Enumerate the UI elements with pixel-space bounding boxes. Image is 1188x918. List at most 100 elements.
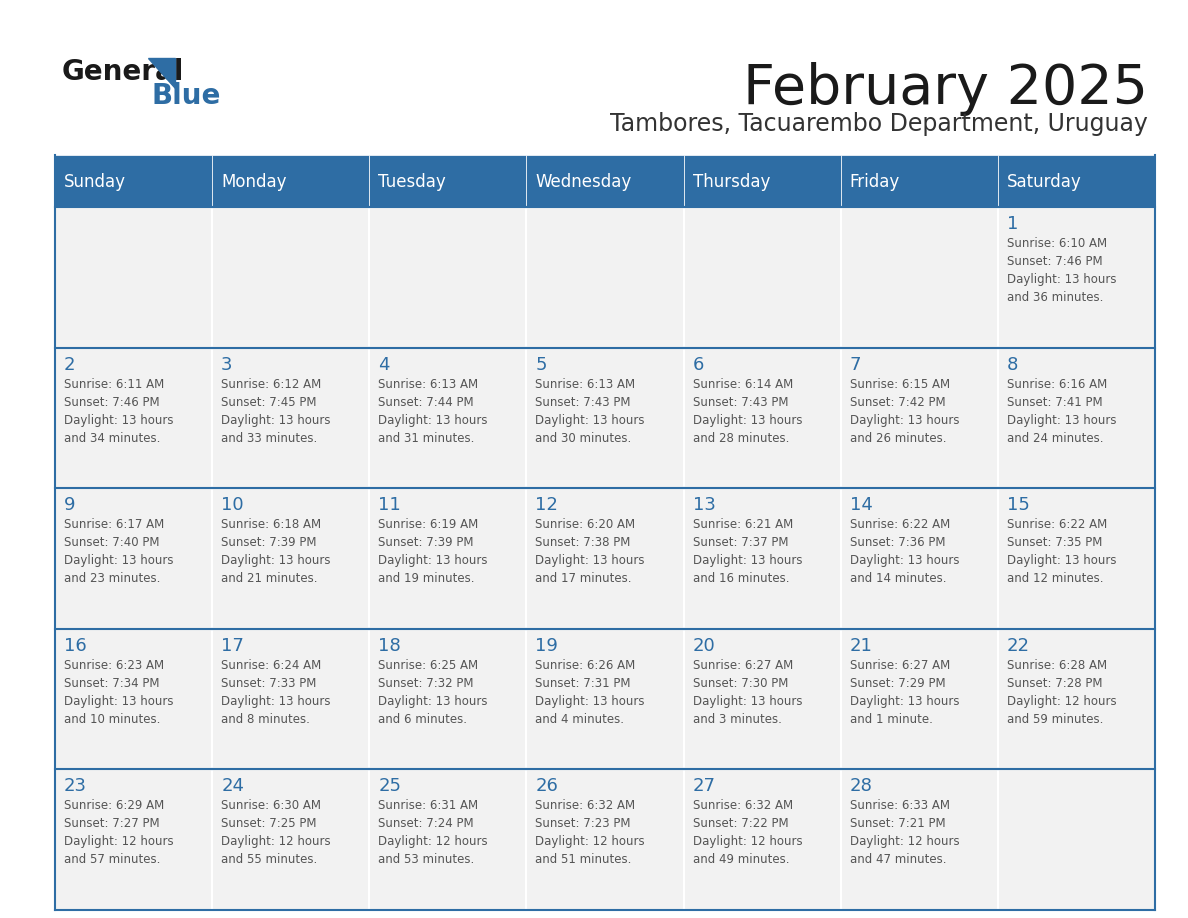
Text: Sunrise: 6:23 AM
Sunset: 7:34 PM
Daylight: 13 hours
and 10 minutes.: Sunrise: 6:23 AM Sunset: 7:34 PM Dayligh… — [64, 659, 173, 726]
Bar — [683, 769, 841, 910]
Text: Sunrise: 6:13 AM
Sunset: 7:43 PM
Daylight: 13 hours
and 30 minutes.: Sunrise: 6:13 AM Sunset: 7:43 PM Dayligh… — [536, 377, 645, 444]
Text: 25: 25 — [378, 778, 402, 795]
Bar — [369, 348, 526, 488]
Text: Sunrise: 6:17 AM
Sunset: 7:40 PM
Daylight: 13 hours
and 23 minutes.: Sunrise: 6:17 AM Sunset: 7:40 PM Dayligh… — [64, 518, 173, 585]
Text: Sunrise: 6:20 AM
Sunset: 7:38 PM
Daylight: 13 hours
and 17 minutes.: Sunrise: 6:20 AM Sunset: 7:38 PM Dayligh… — [536, 518, 645, 585]
Text: 26: 26 — [536, 778, 558, 795]
Text: Sunrise: 6:32 AM
Sunset: 7:22 PM
Daylight: 12 hours
and 49 minutes.: Sunrise: 6:32 AM Sunset: 7:22 PM Dayligh… — [693, 800, 802, 867]
Text: Sunday: Sunday — [64, 173, 126, 191]
Bar — [998, 155, 1155, 207]
Text: 16: 16 — [64, 637, 87, 655]
Bar — [213, 207, 369, 348]
Text: Sunrise: 6:31 AM
Sunset: 7:24 PM
Daylight: 12 hours
and 53 minutes.: Sunrise: 6:31 AM Sunset: 7:24 PM Dayligh… — [378, 800, 488, 867]
Text: 7: 7 — [849, 355, 861, 374]
Text: 27: 27 — [693, 778, 715, 795]
Text: 17: 17 — [221, 637, 244, 655]
Text: Sunrise: 6:30 AM
Sunset: 7:25 PM
Daylight: 12 hours
and 55 minutes.: Sunrise: 6:30 AM Sunset: 7:25 PM Dayligh… — [221, 800, 330, 867]
Text: 11: 11 — [378, 497, 402, 514]
Bar — [998, 488, 1155, 629]
Text: Sunrise: 6:28 AM
Sunset: 7:28 PM
Daylight: 12 hours
and 59 minutes.: Sunrise: 6:28 AM Sunset: 7:28 PM Dayligh… — [1007, 659, 1117, 726]
Bar — [998, 629, 1155, 769]
Bar — [841, 769, 998, 910]
Bar — [841, 629, 998, 769]
Text: Wednesday: Wednesday — [536, 173, 632, 191]
Bar — [369, 488, 526, 629]
Text: Sunrise: 6:19 AM
Sunset: 7:39 PM
Daylight: 13 hours
and 19 minutes.: Sunrise: 6:19 AM Sunset: 7:39 PM Dayligh… — [378, 518, 488, 585]
Text: Sunrise: 6:13 AM
Sunset: 7:44 PM
Daylight: 13 hours
and 31 minutes.: Sunrise: 6:13 AM Sunset: 7:44 PM Dayligh… — [378, 377, 488, 444]
Bar — [841, 348, 998, 488]
Bar — [369, 769, 526, 910]
Bar — [526, 348, 683, 488]
Bar — [213, 769, 369, 910]
Text: 8: 8 — [1007, 355, 1018, 374]
Bar — [526, 488, 683, 629]
Text: Sunrise: 6:24 AM
Sunset: 7:33 PM
Daylight: 13 hours
and 8 minutes.: Sunrise: 6:24 AM Sunset: 7:33 PM Dayligh… — [221, 659, 330, 726]
Text: February 2025: February 2025 — [742, 62, 1148, 116]
Text: 14: 14 — [849, 497, 873, 514]
Bar — [55, 348, 213, 488]
Bar — [213, 488, 369, 629]
Bar — [683, 348, 841, 488]
Text: Sunrise: 6:21 AM
Sunset: 7:37 PM
Daylight: 13 hours
and 16 minutes.: Sunrise: 6:21 AM Sunset: 7:37 PM Dayligh… — [693, 518, 802, 585]
Text: Sunrise: 6:12 AM
Sunset: 7:45 PM
Daylight: 13 hours
and 33 minutes.: Sunrise: 6:12 AM Sunset: 7:45 PM Dayligh… — [221, 377, 330, 444]
Text: Sunrise: 6:25 AM
Sunset: 7:32 PM
Daylight: 13 hours
and 6 minutes.: Sunrise: 6:25 AM Sunset: 7:32 PM Dayligh… — [378, 659, 488, 726]
Text: Sunrise: 6:27 AM
Sunset: 7:30 PM
Daylight: 13 hours
and 3 minutes.: Sunrise: 6:27 AM Sunset: 7:30 PM Dayligh… — [693, 659, 802, 726]
Bar — [55, 155, 213, 207]
Bar — [369, 629, 526, 769]
Text: Monday: Monday — [221, 173, 286, 191]
Bar — [55, 769, 213, 910]
Text: 23: 23 — [64, 778, 87, 795]
Text: 18: 18 — [378, 637, 402, 655]
Bar — [526, 155, 683, 207]
Text: Friday: Friday — [849, 173, 901, 191]
Bar — [526, 629, 683, 769]
Bar — [841, 207, 998, 348]
Text: General: General — [62, 58, 184, 86]
Text: 22: 22 — [1007, 637, 1030, 655]
Text: Sunrise: 6:10 AM
Sunset: 7:46 PM
Daylight: 13 hours
and 36 minutes.: Sunrise: 6:10 AM Sunset: 7:46 PM Dayligh… — [1007, 237, 1117, 304]
Bar — [213, 155, 369, 207]
Text: 12: 12 — [536, 497, 558, 514]
Text: 20: 20 — [693, 637, 715, 655]
Text: 4: 4 — [378, 355, 390, 374]
Text: 15: 15 — [1007, 497, 1030, 514]
Text: 1: 1 — [1007, 215, 1018, 233]
Text: Sunrise: 6:16 AM
Sunset: 7:41 PM
Daylight: 13 hours
and 24 minutes.: Sunrise: 6:16 AM Sunset: 7:41 PM Dayligh… — [1007, 377, 1117, 444]
Bar — [526, 207, 683, 348]
Text: Sunrise: 6:27 AM
Sunset: 7:29 PM
Daylight: 13 hours
and 1 minute.: Sunrise: 6:27 AM Sunset: 7:29 PM Dayligh… — [849, 659, 959, 726]
Text: 19: 19 — [536, 637, 558, 655]
Bar — [369, 155, 526, 207]
Text: 6: 6 — [693, 355, 704, 374]
Text: 10: 10 — [221, 497, 244, 514]
Text: 2: 2 — [64, 355, 76, 374]
Text: Sunrise: 6:22 AM
Sunset: 7:36 PM
Daylight: 13 hours
and 14 minutes.: Sunrise: 6:22 AM Sunset: 7:36 PM Dayligh… — [849, 518, 959, 585]
Bar — [998, 348, 1155, 488]
Text: Sunrise: 6:26 AM
Sunset: 7:31 PM
Daylight: 13 hours
and 4 minutes.: Sunrise: 6:26 AM Sunset: 7:31 PM Dayligh… — [536, 659, 645, 726]
Text: Saturday: Saturday — [1007, 173, 1081, 191]
Bar — [683, 207, 841, 348]
Text: Sunrise: 6:11 AM
Sunset: 7:46 PM
Daylight: 13 hours
and 34 minutes.: Sunrise: 6:11 AM Sunset: 7:46 PM Dayligh… — [64, 377, 173, 444]
Text: Thursday: Thursday — [693, 173, 770, 191]
Text: Sunrise: 6:18 AM
Sunset: 7:39 PM
Daylight: 13 hours
and 21 minutes.: Sunrise: 6:18 AM Sunset: 7:39 PM Dayligh… — [221, 518, 330, 585]
Text: 21: 21 — [849, 637, 873, 655]
Text: 28: 28 — [849, 778, 873, 795]
Text: Sunrise: 6:22 AM
Sunset: 7:35 PM
Daylight: 13 hours
and 12 minutes.: Sunrise: 6:22 AM Sunset: 7:35 PM Dayligh… — [1007, 518, 1117, 585]
Text: 9: 9 — [64, 497, 76, 514]
Text: Sunrise: 6:32 AM
Sunset: 7:23 PM
Daylight: 12 hours
and 51 minutes.: Sunrise: 6:32 AM Sunset: 7:23 PM Dayligh… — [536, 800, 645, 867]
Text: Tuesday: Tuesday — [378, 173, 446, 191]
Text: Blue: Blue — [152, 82, 221, 110]
Text: Sunrise: 6:33 AM
Sunset: 7:21 PM
Daylight: 12 hours
and 47 minutes.: Sunrise: 6:33 AM Sunset: 7:21 PM Dayligh… — [849, 800, 960, 867]
Text: 5: 5 — [536, 355, 546, 374]
Bar — [55, 488, 213, 629]
Bar — [683, 629, 841, 769]
Bar — [683, 155, 841, 207]
Text: Sunrise: 6:15 AM
Sunset: 7:42 PM
Daylight: 13 hours
and 26 minutes.: Sunrise: 6:15 AM Sunset: 7:42 PM Dayligh… — [849, 377, 959, 444]
Bar — [55, 629, 213, 769]
Bar — [526, 769, 683, 910]
Text: Tambores, Tacuarembo Department, Uruguay: Tambores, Tacuarembo Department, Uruguay — [611, 112, 1148, 136]
Text: Sunrise: 6:29 AM
Sunset: 7:27 PM
Daylight: 12 hours
and 57 minutes.: Sunrise: 6:29 AM Sunset: 7:27 PM Dayligh… — [64, 800, 173, 867]
Bar — [213, 629, 369, 769]
Bar — [213, 348, 369, 488]
Bar — [998, 207, 1155, 348]
Polygon shape — [148, 58, 175, 88]
